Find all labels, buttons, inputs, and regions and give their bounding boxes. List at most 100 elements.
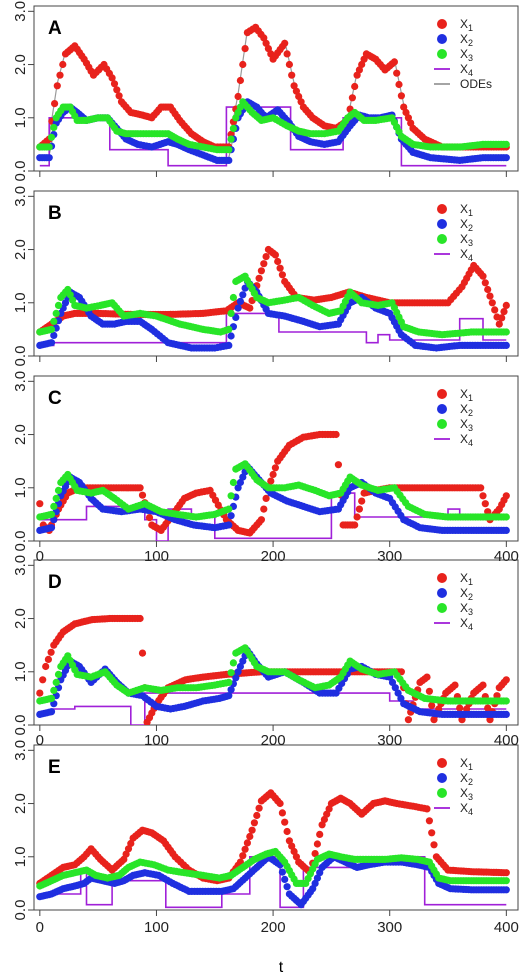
plot-area <box>36 430 510 541</box>
point-x2 <box>47 339 56 347</box>
point-x2 <box>391 684 399 692</box>
point-x1 <box>425 687 433 695</box>
series-x1 <box>36 430 510 537</box>
panel-letter: C <box>48 388 62 409</box>
point-x3 <box>47 325 56 333</box>
point-x1 <box>276 799 284 808</box>
legend-label-x4: X4 <box>460 801 473 817</box>
point-x1 <box>316 830 324 839</box>
point-x1 <box>355 66 363 74</box>
panel-letter: E <box>48 757 61 778</box>
point-x2 <box>232 313 240 321</box>
point-x1 <box>274 257 282 266</box>
y-tick-label: 1.0 <box>12 292 29 313</box>
legend-label-x1: X1 <box>460 17 473 33</box>
point-x1 <box>246 304 254 312</box>
point-x3 <box>54 301 63 309</box>
point-x1 <box>115 92 123 100</box>
point-x2 <box>47 524 56 532</box>
point-x1 <box>495 320 503 328</box>
point-x1 <box>479 492 487 500</box>
series-x1 <box>36 789 510 888</box>
panel-letter: D <box>48 572 62 593</box>
x-tick-label: 300 <box>377 548 402 565</box>
point-x3 <box>54 670 63 679</box>
point-x1 <box>423 673 431 681</box>
point-x1 <box>477 484 485 492</box>
point-x3 <box>225 325 233 333</box>
x-axis: 0 100 200 300 400 0 100 200 300 400 0 100 200 300 400 <box>36 548 519 936</box>
x-axis-label: t <box>279 959 284 976</box>
point-x1 <box>311 850 319 858</box>
y-tick-label: 0.0 <box>12 531 29 552</box>
panel-frame <box>33 744 519 911</box>
point-x2 <box>227 512 235 520</box>
plot-area <box>36 614 510 725</box>
point-x1 <box>332 430 340 439</box>
point-x1 <box>239 60 247 69</box>
series-x4-line <box>39 312 507 347</box>
x-tick-label: 0 <box>36 732 44 749</box>
point-x1 <box>243 839 251 847</box>
point-x3 <box>50 123 58 132</box>
point-x1 <box>138 649 147 657</box>
point-x2 <box>225 156 233 164</box>
point-x1 <box>283 50 291 58</box>
legend-label-x1: X1 <box>460 387 473 403</box>
y-tick-label: 2.0 <box>12 424 29 445</box>
point-x3 <box>45 143 53 151</box>
point-x3 <box>50 686 58 695</box>
point-x2 <box>45 154 53 162</box>
point-x2 <box>225 692 233 700</box>
point-x2 <box>278 868 286 876</box>
point-x1 <box>255 804 263 812</box>
point-x2 <box>225 521 233 529</box>
point-x1 <box>481 279 489 287</box>
point-x1 <box>390 58 398 66</box>
point-x1 <box>145 514 154 522</box>
series-x3 <box>36 847 510 890</box>
x-tick-label: 400 <box>494 919 519 936</box>
legend-swatch-x3 <box>437 234 447 244</box>
point-x1 <box>53 82 61 90</box>
point-x1 <box>262 253 270 261</box>
point-x1 <box>59 60 67 69</box>
point-x1 <box>44 655 53 664</box>
point-x1 <box>428 829 436 837</box>
point-x2 <box>239 291 247 299</box>
point-x1 <box>423 805 431 813</box>
point-x3 <box>52 309 60 317</box>
point-x3 <box>227 492 235 500</box>
point-x1 <box>397 92 405 100</box>
legend-swatch-x2 <box>437 404 447 414</box>
y-tick-label: 2.0 <box>12 793 29 814</box>
point-x3 <box>227 309 235 317</box>
legend-swatch-x1 <box>437 758 447 768</box>
legend-swatch-x2 <box>437 588 447 598</box>
legend-label-x3: X3 <box>460 601 473 617</box>
y-tick-label: 0.0 <box>12 346 29 367</box>
point-x3 <box>227 135 235 143</box>
point-x1 <box>395 80 403 89</box>
point-x1 <box>428 701 436 710</box>
y-tick-label: 3.0 <box>12 186 29 207</box>
y-tick-label: 0.0 <box>12 161 29 182</box>
point-x2 <box>236 662 244 671</box>
series-x3 <box>36 272 510 339</box>
x-tick-label: 300 <box>377 732 402 749</box>
point-x1 <box>260 505 268 513</box>
point-x1 <box>288 71 296 79</box>
point-x1 <box>47 648 55 656</box>
legend-label-x2: X2 <box>460 402 473 418</box>
point-x1 <box>250 819 258 827</box>
point-x2 <box>225 341 233 349</box>
legend-swatch-x1 <box>437 573 447 583</box>
point-x1 <box>491 306 499 314</box>
point-x2 <box>227 686 235 694</box>
x-tick-label: 100 <box>144 548 169 565</box>
